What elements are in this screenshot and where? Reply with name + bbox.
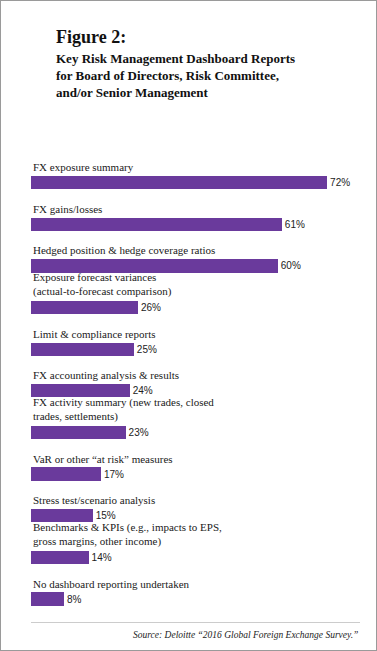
svg-text:23%: 23% bbox=[129, 427, 149, 438]
svg-text:Hedged position & hedge covera: Hedged position & hedge coverage ratios bbox=[33, 244, 215, 256]
svg-text:FX activity summary (new trade: FX activity summary (new trades, closedt… bbox=[33, 396, 214, 423]
svg-text:8%: 8% bbox=[67, 594, 82, 605]
svg-text:26%: 26% bbox=[141, 302, 161, 313]
svg-text:Figure 2:: Figure 2: bbox=[56, 27, 126, 47]
svg-text:60%: 60% bbox=[281, 260, 301, 271]
svg-text:24%: 24% bbox=[133, 385, 153, 396]
svg-text:25%: 25% bbox=[137, 344, 157, 355]
svg-text:FX exposure summary: FX exposure summary bbox=[33, 161, 134, 173]
svg-text:No dashboard reporting underta: No dashboard reporting undertaken bbox=[33, 578, 190, 590]
svg-text:15%: 15% bbox=[96, 510, 116, 521]
svg-text:17%: 17% bbox=[104, 469, 124, 480]
svg-text:Limit & compliance reports: Limit & compliance reports bbox=[33, 328, 156, 340]
svg-text:Source: Deloitte “2016 Global: Source: Deloitte “2016 Global Foreign Ex… bbox=[133, 630, 358, 640]
svg-text:14%: 14% bbox=[92, 552, 112, 563]
svg-text:Exposure forecast variances(ac: Exposure forecast variances(actual-to-fo… bbox=[33, 271, 172, 298]
svg-text:VaR or other “at risk” measure: VaR or other “at risk” measures bbox=[33, 453, 173, 465]
svg-text:72%: 72% bbox=[330, 177, 350, 188]
svg-text:FX accounting analysis & resul: FX accounting analysis & results bbox=[33, 369, 179, 381]
svg-text:Stress test/scenario analysis: Stress test/scenario analysis bbox=[33, 494, 155, 506]
svg-text:FX gains/losses: FX gains/losses bbox=[33, 203, 102, 215]
svg-text:61%: 61% bbox=[285, 219, 305, 230]
svg-text:Benchmarks & KPIs (e.g., impac: Benchmarks & KPIs (e.g., impacts to EPS,… bbox=[33, 521, 222, 548]
svg-text:Key Risk Management Dashboard: Key Risk Management Dashboard Reportsfor… bbox=[56, 51, 295, 100]
